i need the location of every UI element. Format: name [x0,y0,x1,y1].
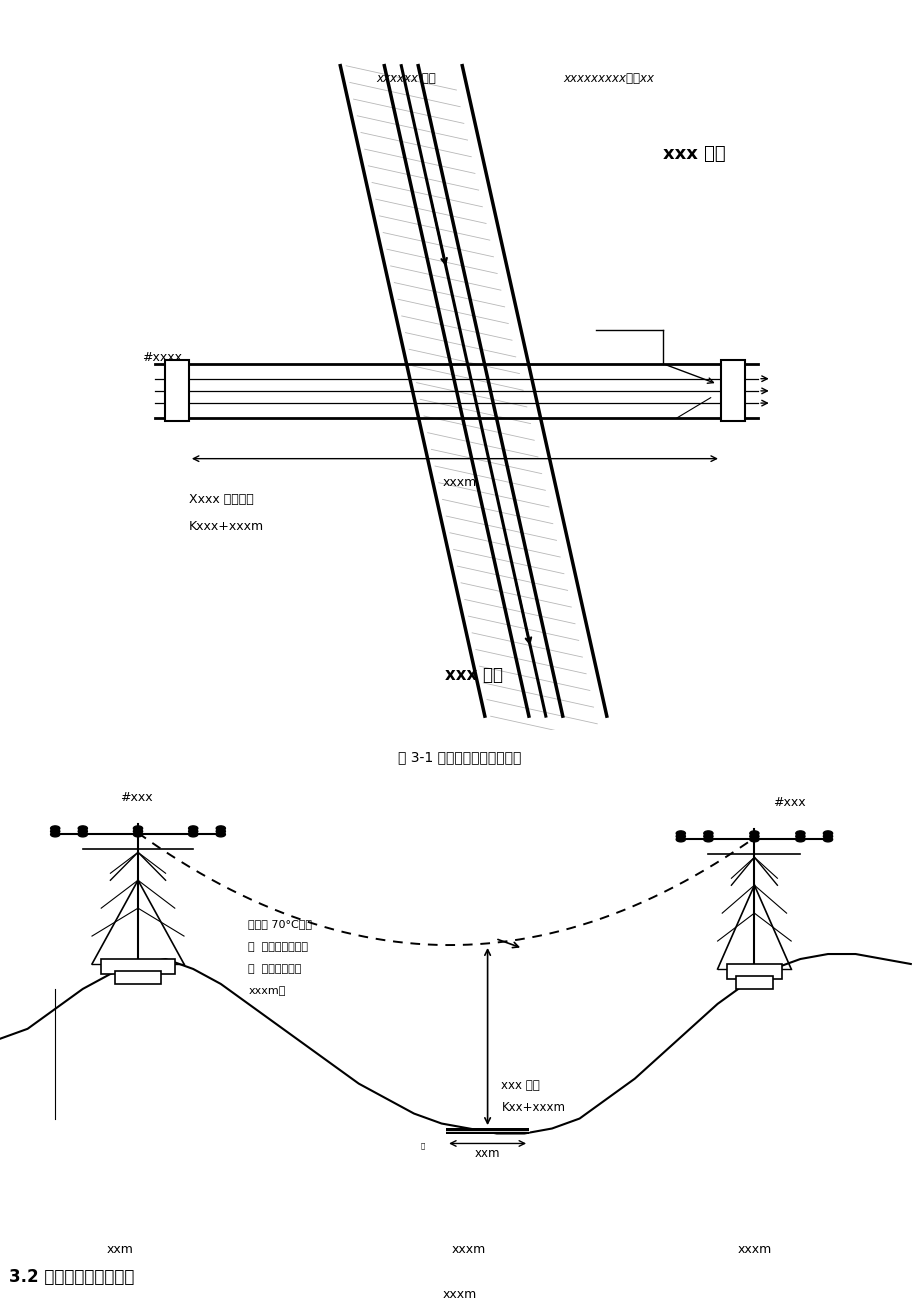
Circle shape [703,834,712,839]
Text: 米: 米 [421,1143,425,1149]
Bar [101,959,175,973]
Circle shape [703,831,712,835]
Text: 运行至 70°C时，: 运行至 70°C时， [248,919,312,929]
Circle shape [216,831,225,837]
Circle shape [749,837,758,842]
Text: Xxxx 高速公路: Xxxx 高速公路 [188,493,254,506]
Circle shape [188,829,198,834]
Circle shape [78,829,87,834]
Circle shape [749,831,758,835]
Text: xxxxxx 线路: xxxxxx 线路 [376,73,436,86]
Circle shape [823,834,832,839]
Circle shape [703,837,712,842]
Circle shape [823,831,832,835]
Circle shape [188,826,198,831]
Text: xxm: xxm [474,1147,500,1160]
Circle shape [795,834,804,839]
Circle shape [675,831,685,835]
Text: 路  面的垂直距离: 路 面的垂直距离 [248,964,301,975]
Circle shape [133,829,142,834]
Text: xxm: xxm [106,1243,133,1256]
Text: xxxm: xxxm [736,1243,771,1256]
Circle shape [216,826,225,831]
Text: xxx 高速: xxx 高速 [501,1079,539,1092]
Circle shape [78,826,87,831]
Circle shape [51,831,60,837]
Circle shape [675,837,685,842]
Text: 导  线弧垂最低点距: 导 线弧垂最低点距 [248,942,308,951]
Text: #xxx: #xxx [119,791,152,804]
Text: xxxm: xxxm [442,1289,477,1300]
Circle shape [188,831,198,837]
Circle shape [795,837,804,842]
Circle shape [133,826,142,831]
Circle shape [216,829,225,834]
Text: xxxm。: xxxm。 [248,986,286,997]
Text: xxx 方向: xxx 方向 [444,666,502,684]
Circle shape [51,826,60,831]
Text: xxxm: xxxm [442,476,477,489]
Circle shape [823,837,832,842]
Text: xxxm: xxxm [451,1243,486,1256]
Circle shape [675,834,685,839]
Bar [726,964,781,979]
Circle shape [51,829,60,834]
Text: Kxxx+xxxm: Kxxx+xxxm [188,520,264,533]
Circle shape [795,831,804,835]
Circle shape [749,834,758,839]
Text: 3.2 跨越情况平断面简图: 3.2 跨越情况平断面简图 [9,1268,134,1286]
Bar [165,361,188,421]
Bar [115,972,161,984]
Text: #xxxx: #xxxx [142,351,181,364]
Text: #xxx: #xxx [772,796,804,809]
Bar [446,1128,528,1134]
Bar [720,361,743,421]
Text: 图 3-1 交叉跨越点现场平面图: 图 3-1 交叉跨越点现场平面图 [398,751,521,764]
Circle shape [133,831,142,837]
Text: xxxxxxxxx线路xx: xxxxxxxxx线路xx [563,73,653,86]
Circle shape [78,831,87,837]
Text: xxx 方向: xxx 方向 [663,145,725,163]
Bar [735,976,772,989]
Text: Kxx+xxxm: Kxx+xxxm [501,1101,565,1114]
